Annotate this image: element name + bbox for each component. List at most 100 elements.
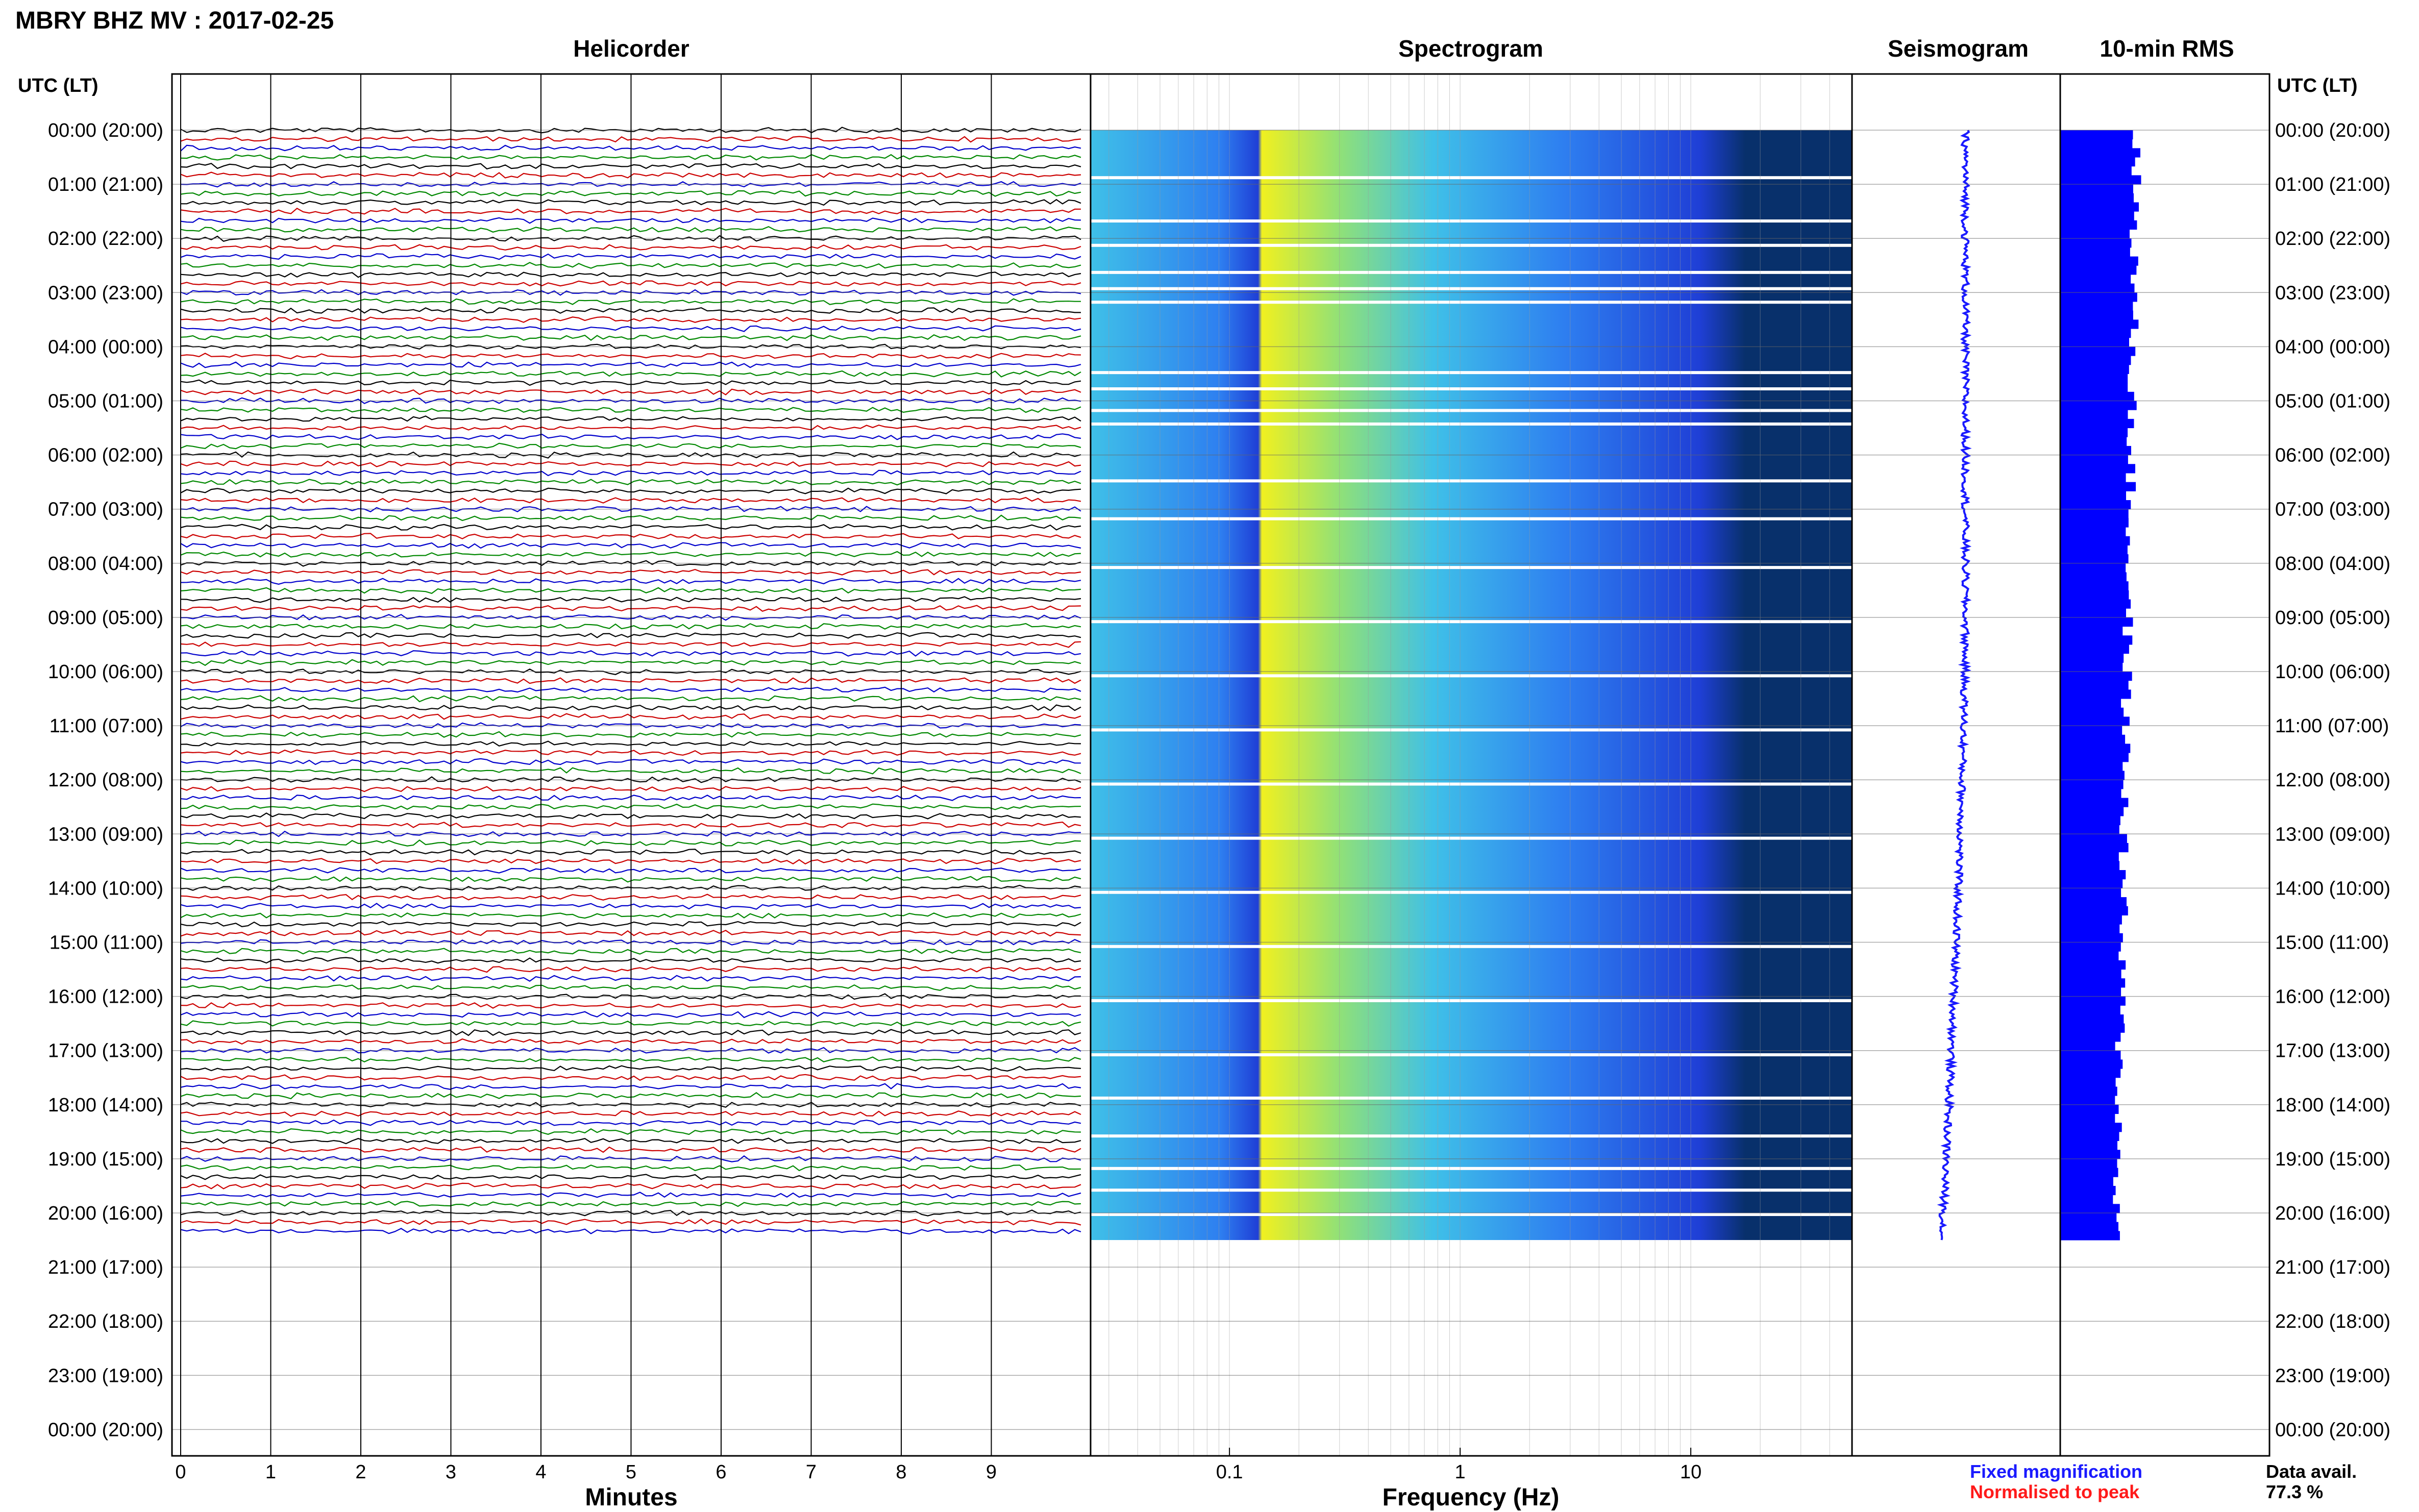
spectrogram-area	[1091, 130, 1852, 1241]
row-label-left: 12:00 (08:00)	[48, 770, 163, 791]
row-label-right: 20:00 (16:00)	[2275, 1203, 2390, 1224]
row-label-left: 18:00 (14:00)	[48, 1095, 163, 1116]
rms-bar	[2060, 211, 2134, 221]
rms-bar	[2060, 852, 2119, 861]
row-label-left: 14:00 (10:00)	[48, 878, 163, 899]
rms-bar	[2060, 364, 2129, 374]
spectrogram-tick-label: 0.1	[1216, 1461, 1243, 1483]
row-label-right: 02:00 (22:00)	[2275, 228, 2390, 250]
row-label-right: 21:00 (17:00)	[2275, 1257, 2390, 1278]
rms-bar	[2060, 987, 2121, 997]
rms-bar	[2060, 924, 2120, 934]
row-label-right: 17:00 (13:00)	[2275, 1040, 2390, 1062]
rms-title: 10-min RMS	[2100, 35, 2234, 62]
rms-bar	[2060, 780, 2124, 789]
spectrogram-gap	[1091, 301, 1852, 304]
rms-bar	[2060, 1150, 2120, 1159]
spectrogram-title: Spectrogram	[1398, 35, 1543, 62]
rms-bar	[2060, 310, 2133, 320]
rms-bar	[2060, 437, 2127, 447]
rms-bar	[2060, 256, 2138, 266]
row-label-right: 07:00 (03:00)	[2275, 499, 2390, 520]
spectrogram-gap	[1091, 674, 1852, 678]
rms-bar	[2060, 707, 2124, 717]
rms-bar	[2060, 996, 2126, 1006]
rms-bar	[2060, 428, 2128, 437]
rms-bar	[2060, 247, 2130, 257]
rms-bar	[2060, 1185, 2116, 1196]
rms-bar	[2060, 545, 2128, 555]
helicorder-tick-label: 9	[986, 1461, 997, 1483]
row-label-left: 20:00 (16:00)	[48, 1203, 163, 1224]
rms-bar	[2060, 1231, 2120, 1241]
rms-bar	[2060, 455, 2128, 464]
spectrogram-gap	[1091, 1188, 1852, 1192]
spectrogram-gap	[1091, 479, 1852, 483]
spectrogram-gap	[1091, 566, 1852, 569]
row-label-right: 12:00 (08:00)	[2275, 770, 2390, 791]
spectrogram-tick-label: 10	[1680, 1461, 1701, 1483]
row-label-left: 05:00 (01:00)	[48, 391, 163, 412]
rms-bar	[2060, 464, 2135, 474]
rms-bar	[2060, 1123, 2122, 1132]
seismogram-trace	[1937, 130, 1972, 1241]
rms-area	[2060, 130, 2141, 1241]
rms-bar	[2060, 238, 2132, 248]
helicorder-tick-label: 4	[535, 1461, 546, 1483]
rms-bar	[2060, 175, 2141, 185]
grid-lines	[172, 74, 2269, 1456]
spectrogram-gap	[1091, 1134, 1852, 1138]
spectrogram-gap	[1091, 243, 1852, 247]
rms-bar	[2060, 1096, 2115, 1105]
rms-bar	[2060, 374, 2128, 383]
rms-bar	[2060, 572, 2127, 582]
rms-bar	[2060, 825, 2119, 834]
row-label-right: 22:00 (18:00)	[2275, 1311, 2390, 1332]
rms-bar	[2060, 734, 2126, 744]
rms-bar	[2060, 166, 2132, 176]
rms-bar	[2060, 726, 2122, 735]
rms-bar	[2060, 283, 2135, 293]
rms-bar	[2060, 743, 2131, 753]
rms-bar	[2060, 265, 2137, 275]
x-ticks: 0.1 1 10 0 1 2 3 4 5 6 7 8 9	[175, 1448, 1701, 1483]
spectrogram-gap	[1091, 1213, 1852, 1216]
panel-frames	[171, 73, 2270, 1457]
rms-bar	[2060, 184, 2133, 194]
rms-bar	[2060, 220, 2137, 230]
rms-bar	[2060, 391, 2134, 401]
rms-bar	[2060, 906, 2128, 915]
page-title: MBRY BHZ MV : 2017-02-25	[15, 7, 334, 34]
row-label-right: 19:00 (15:00)	[2275, 1149, 2390, 1170]
rms-bar	[2060, 346, 2136, 356]
spectrogram-gap	[1091, 422, 1852, 426]
rms-bar	[2060, 554, 2129, 564]
helicorder-tick-label: 1	[265, 1461, 276, 1483]
helicorder-title: Helicorder	[573, 35, 689, 62]
rms-bar	[2060, 509, 2129, 518]
rms-bar	[2060, 689, 2131, 699]
rms-bar	[2060, 139, 2133, 148]
spectrogram-gap	[1091, 728, 1852, 732]
rms-bar	[2060, 617, 2133, 627]
rms-bar	[2060, 798, 2129, 807]
row-label-right: 13:00 (09:00)	[2275, 824, 2390, 845]
panel-frame-rms	[2059, 73, 2270, 1457]
row-label-left: 22:00 (18:00)	[48, 1311, 163, 1332]
rms-bar	[2060, 157, 2135, 167]
helicorder-tick-label: 6	[715, 1461, 726, 1483]
rms-bar	[2060, 274, 2131, 284]
right-axis-label: UTC (LT)	[2277, 75, 2358, 96]
rms-bar	[2060, 933, 2123, 943]
rms-bar	[2060, 1195, 2113, 1204]
spectrogram-gap	[1091, 409, 1852, 412]
rms-bar	[2060, 482, 2136, 491]
rms-bar	[2060, 771, 2125, 780]
row-label-left: 06:00 (02:00)	[48, 445, 163, 466]
row-label-left: 07:00 (03:00)	[48, 499, 163, 520]
rms-bar	[2060, 301, 2133, 311]
row-label-left: 11:00 (07:00)	[50, 715, 163, 737]
rms-bar	[2060, 410, 2128, 419]
spectrogram-gap	[1091, 945, 1852, 948]
